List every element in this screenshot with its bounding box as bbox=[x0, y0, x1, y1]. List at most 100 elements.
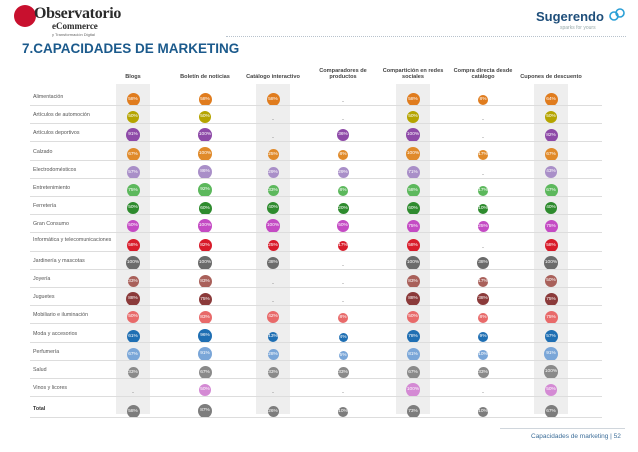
row-divider bbox=[30, 105, 602, 106]
percentage-bubble: 17% bbox=[478, 149, 488, 160]
percentage-bubble: 20% bbox=[337, 203, 349, 215]
page-footer: Capacidades de marketing | 52 bbox=[531, 433, 621, 440]
value-cell: 33% bbox=[303, 363, 383, 379]
table-header: Blogs Boletín de noticias Catálogo interac… bbox=[0, 68, 638, 90]
value-cell: 17% bbox=[303, 236, 383, 251]
row-label: Artículos de automoción bbox=[33, 112, 90, 118]
value-cell: 75% bbox=[511, 308, 591, 324]
value-cell: 10% bbox=[443, 199, 523, 214]
percentage-bubble: 88% bbox=[126, 291, 140, 306]
value-cell: 75% bbox=[511, 290, 591, 306]
value-cell: 100% bbox=[165, 254, 245, 270]
value-cell: 100% bbox=[373, 381, 453, 397]
value-cell: 33% bbox=[233, 363, 313, 379]
value-cell: - bbox=[303, 381, 383, 396]
sugerendo-name: Sugerendo bbox=[536, 9, 604, 24]
value-cell: 38% bbox=[443, 290, 523, 306]
row-divider bbox=[30, 123, 602, 124]
value-cell: 50% bbox=[303, 217, 383, 233]
value-cell: 9% bbox=[443, 327, 523, 342]
value-cell: - bbox=[443, 126, 523, 141]
value-cell: 36% bbox=[303, 126, 383, 142]
percentage-bubble: 75% bbox=[126, 183, 140, 197]
logo-line2: eCommerce bbox=[52, 21, 98, 31]
percentage-bubble: 26% bbox=[267, 406, 279, 418]
percentage-bubble: 13% bbox=[268, 331, 278, 342]
column-header: Blogs bbox=[125, 74, 141, 80]
percentage-bubble: 4% bbox=[338, 332, 348, 342]
value-cell: 83% bbox=[165, 272, 245, 288]
value-cell: - bbox=[443, 236, 523, 251]
value-cell: 81% bbox=[373, 345, 453, 361]
row-divider bbox=[30, 196, 602, 197]
value-cell: 58% bbox=[233, 90, 313, 106]
percentage-bubble: 33% bbox=[267, 185, 279, 197]
percentage-bubble: 50% bbox=[407, 311, 419, 324]
table-row: Perfumería 67% 91% 28% 5% 81% 10% 91% bbox=[30, 343, 602, 361]
value-cell: - bbox=[443, 163, 523, 178]
value-cell: 33% bbox=[93, 363, 173, 379]
empty-value: - bbox=[272, 117, 274, 123]
value-cell: 10% bbox=[303, 402, 383, 417]
value-cell: 58% bbox=[165, 90, 245, 106]
table-row: Artículos de automoción 50% 50% - - 50% - 50% bbox=[30, 106, 602, 124]
column-header: Cupones de descuento bbox=[520, 74, 582, 80]
percentage-bubble: 43% bbox=[545, 166, 557, 179]
percentage-bubble: 29% bbox=[267, 167, 279, 179]
percentage-bubble: 50% bbox=[127, 311, 139, 324]
value-cell: 50% bbox=[93, 217, 173, 233]
value-cell: 58% bbox=[373, 181, 453, 197]
value-cell: 100% bbox=[165, 126, 245, 142]
percentage-bubble: 100% bbox=[126, 255, 140, 270]
percentage-bubble: 88% bbox=[406, 291, 420, 306]
percentage-bubble: 67% bbox=[544, 404, 558, 418]
value-cell: 82% bbox=[165, 236, 245, 252]
row-label: Perfumería bbox=[33, 349, 60, 355]
percentage-bubble: 73% bbox=[406, 404, 420, 418]
percentage-bubble: 38% bbox=[477, 257, 489, 270]
percentage-bubble: 50% bbox=[337, 220, 349, 233]
percentage-bubble: 28% bbox=[267, 349, 279, 361]
percentage-bubble: 75% bbox=[544, 310, 558, 324]
value-cell: 50% bbox=[373, 108, 453, 124]
value-cell: 83% bbox=[165, 308, 245, 324]
empty-value: - bbox=[482, 117, 484, 123]
value-cell: 10% bbox=[443, 345, 523, 360]
percentage-bubble: 58% bbox=[406, 183, 420, 197]
value-cell: 50% bbox=[93, 108, 173, 124]
sugerendo-logo: Sugerendo sparks for yours bbox=[536, 8, 631, 35]
value-cell: 100% bbox=[93, 254, 173, 270]
value-cell: 58% bbox=[373, 236, 453, 252]
value-cell: 58% bbox=[93, 402, 173, 418]
value-cell: 57% bbox=[511, 327, 591, 343]
empty-value: - bbox=[342, 299, 344, 305]
row-label: Calzado bbox=[33, 149, 53, 155]
percentage-bubble: 61% bbox=[126, 329, 140, 343]
percentage-bubble: 75% bbox=[406, 219, 420, 233]
value-cell: 50% bbox=[511, 272, 591, 288]
value-cell: 60% bbox=[373, 199, 453, 215]
table-row: Artículos deportivos 91% 100% - 36% 100% - 82% bbox=[30, 124, 602, 142]
empty-value: - bbox=[272, 299, 274, 305]
percentage-bubble: 17% bbox=[478, 185, 488, 196]
percentage-bubble: 64% bbox=[544, 92, 558, 106]
empty-value: - bbox=[342, 390, 344, 396]
row-label: Alimentación bbox=[33, 94, 64, 100]
row-label: Moda y accesorios bbox=[33, 331, 78, 337]
percentage-bubble: 92% bbox=[198, 182, 212, 197]
value-cell: - bbox=[303, 254, 383, 269]
value-cell: 100% bbox=[373, 126, 453, 142]
value-cell: 29% bbox=[233, 163, 313, 179]
value-cell: 58% bbox=[373, 90, 453, 106]
value-cell: - bbox=[233, 290, 313, 305]
percentage-bubble: 75% bbox=[198, 292, 212, 306]
logo-mark-icon bbox=[14, 5, 36, 27]
value-cell: 92% bbox=[165, 181, 245, 197]
value-cell: 88% bbox=[373, 290, 453, 306]
percentage-bubble: 87% bbox=[198, 403, 212, 418]
percentage-bubble: 25% bbox=[267, 240, 279, 252]
value-cell: 8% bbox=[303, 308, 383, 323]
percentage-bubble: 57% bbox=[544, 329, 558, 343]
sugerendo-tagline: sparks for yours bbox=[560, 25, 596, 31]
value-cell: 67% bbox=[93, 145, 173, 161]
